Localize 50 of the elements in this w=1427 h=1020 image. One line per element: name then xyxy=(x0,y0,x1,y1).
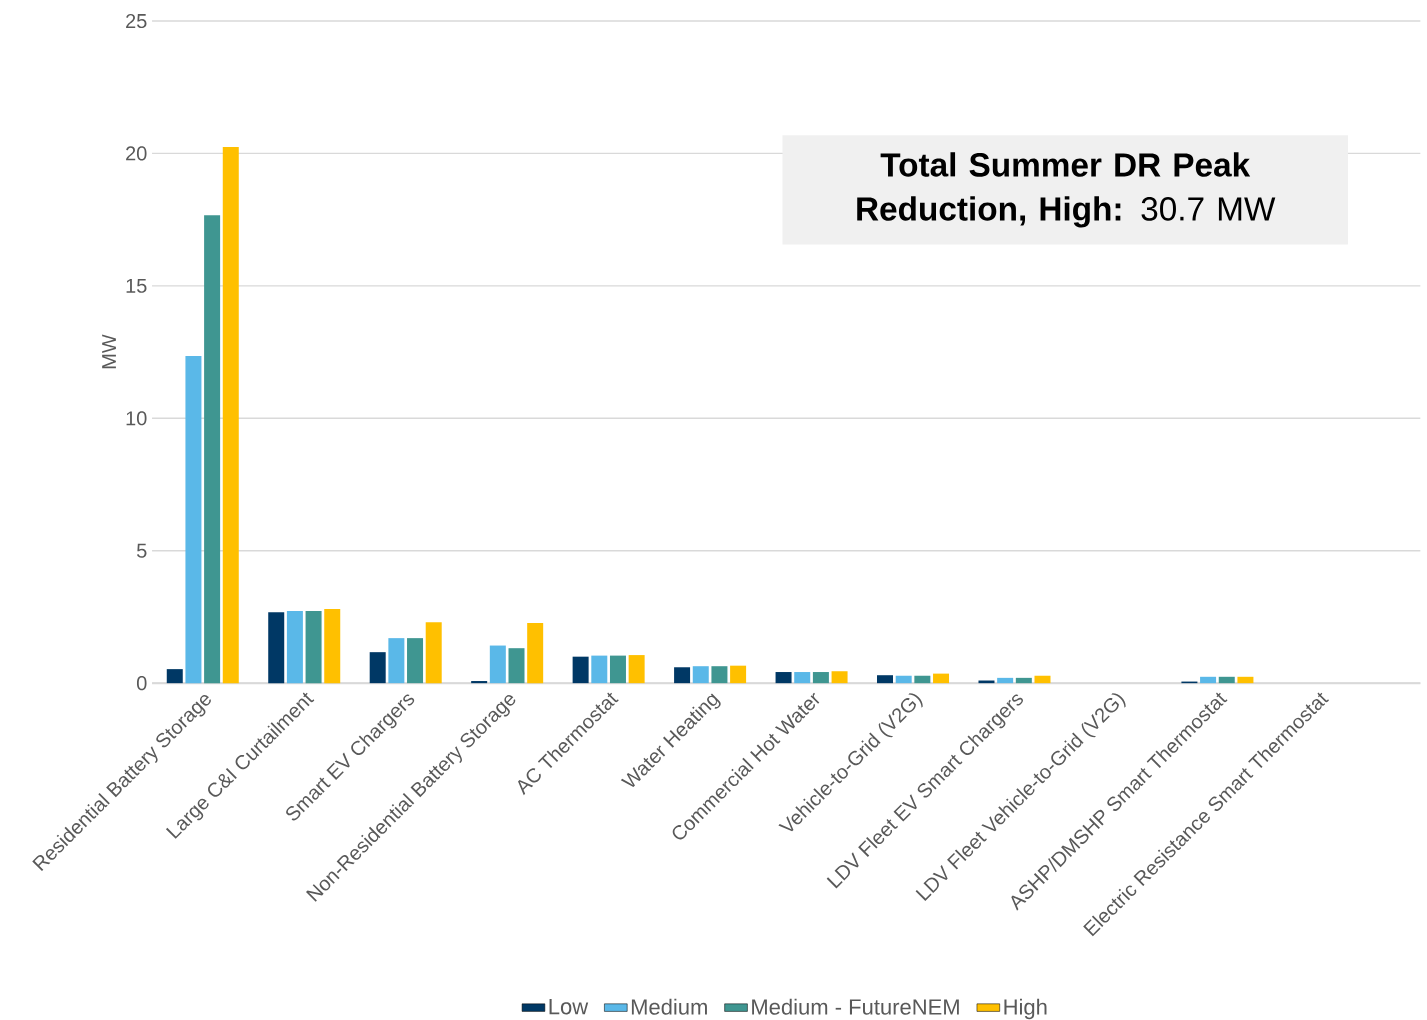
bar xyxy=(286,611,303,684)
legend-label: High xyxy=(1004,998,1047,1020)
bar xyxy=(628,654,645,684)
y-axis-title: MW xyxy=(102,334,116,369)
bar xyxy=(471,680,488,684)
bar xyxy=(407,638,424,684)
bar xyxy=(1015,677,1032,684)
bar xyxy=(1200,676,1217,684)
bar xyxy=(222,146,239,684)
annotation: Total Summer DR Peak Reduction, High: 30.7 MW xyxy=(857,152,1276,228)
bar xyxy=(812,671,829,684)
bar xyxy=(914,675,931,684)
bar xyxy=(185,355,202,684)
bar xyxy=(572,656,589,684)
legend-label: Medium xyxy=(631,998,707,1015)
bar xyxy=(1218,676,1235,684)
legend-label: Low xyxy=(549,998,589,1015)
legend-label: Medium - FutureNEM xyxy=(752,998,959,1015)
y-tick-label: 25 xyxy=(126,13,147,28)
y-tick-label: 10 xyxy=(126,411,147,426)
bar xyxy=(933,673,950,684)
bar xyxy=(730,665,747,684)
bar xyxy=(508,648,525,684)
bar xyxy=(324,608,341,684)
bar xyxy=(692,666,709,684)
bar xyxy=(711,666,728,684)
bar xyxy=(527,622,544,684)
bar xyxy=(1034,675,1051,684)
bar xyxy=(268,612,285,684)
y-tick-label: 20 xyxy=(126,146,147,161)
bar xyxy=(369,652,386,684)
bar xyxy=(794,671,811,684)
bar xyxy=(674,667,691,684)
bar xyxy=(204,215,221,684)
y-tick-label: 15 xyxy=(126,278,147,293)
bar xyxy=(305,611,322,684)
bar xyxy=(877,675,894,684)
bar xyxy=(997,677,1014,684)
bar xyxy=(895,675,912,684)
bar xyxy=(1237,676,1254,684)
y-tick-label: 0 xyxy=(136,675,147,691)
bar xyxy=(775,671,792,684)
bar xyxy=(609,655,626,684)
bar xyxy=(831,671,848,684)
bar xyxy=(388,638,405,684)
bar xyxy=(425,622,442,684)
bar xyxy=(489,645,506,684)
y-tick-label: 5 xyxy=(137,543,147,558)
bar xyxy=(166,669,183,684)
bar xyxy=(591,655,608,684)
